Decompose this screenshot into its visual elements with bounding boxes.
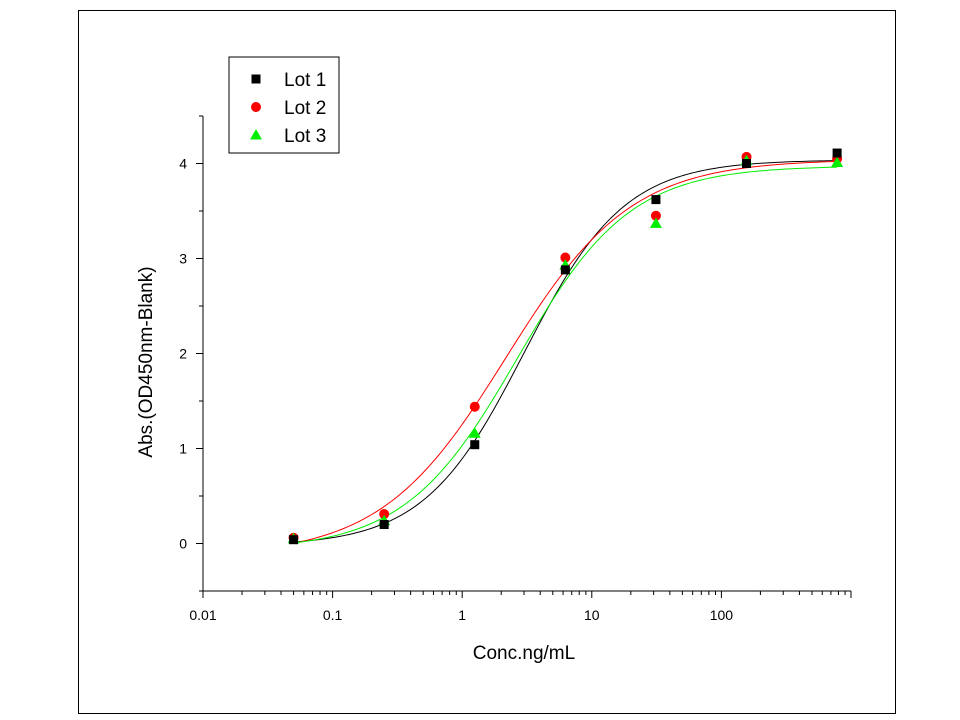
point-lot-2 <box>560 252 571 263</box>
x-tick-label: 1 <box>458 607 466 623</box>
y-tick-label: 0 <box>179 536 187 552</box>
y-tick-label: 2 <box>179 346 187 362</box>
fit-curve-lot-1 <box>293 160 838 543</box>
point-lot-1 <box>651 195 661 205</box>
point-lot-3 <box>831 156 844 168</box>
x-tick-label: 100 <box>710 607 734 623</box>
legend-label-lot-1: Lot 1 <box>284 70 326 91</box>
x-tick-label: 10 <box>584 607 600 623</box>
y-tick-label: 4 <box>179 156 187 172</box>
axes: 0.01 0.1 1 10 100 0 1 2 3 4 <box>179 115 852 623</box>
point-lot-3 <box>468 427 481 438</box>
chart-frame <box>78 10 896 714</box>
x-axis-title: Conc.ng/mL <box>473 643 575 664</box>
legend-marker-lot-3 <box>250 129 262 140</box>
point-lot-1 <box>379 520 389 529</box>
point-lot-1 <box>742 159 752 168</box>
y-axis-title: Abs.(OD450nm-Blank) <box>136 266 157 457</box>
y-tick-label: 3 <box>179 251 187 267</box>
point-lot-1 <box>560 265 570 275</box>
point-lot-3 <box>649 217 662 228</box>
point-lot-2 <box>379 509 390 520</box>
legend-marker-lot-2 <box>251 102 261 112</box>
legend-marker-lot-1 <box>251 74 261 84</box>
point-lot-2 <box>650 210 661 221</box>
point-lot-1 <box>289 535 299 545</box>
fit-curve-lot-2 <box>293 160 838 544</box>
legend-label-lot-2: Lot 2 <box>284 98 326 119</box>
point-lot-1 <box>832 148 842 158</box>
data-points <box>287 148 844 545</box>
legend: Lot 1 Lot 2 Lot 3 <box>228 56 340 154</box>
point-lot-1 <box>470 440 480 450</box>
x-tick-label: 0.01 <box>189 607 216 623</box>
fit-curve-lot-3 <box>293 166 838 544</box>
x-tick-label: 0.1 <box>323 607 343 623</box>
fit-curves <box>293 160 838 544</box>
legend-box <box>228 56 340 154</box>
legend-label-lot-3: Lot 3 <box>284 126 326 147</box>
y-tick-label: 1 <box>179 441 187 457</box>
point-lot-2 <box>469 401 480 412</box>
